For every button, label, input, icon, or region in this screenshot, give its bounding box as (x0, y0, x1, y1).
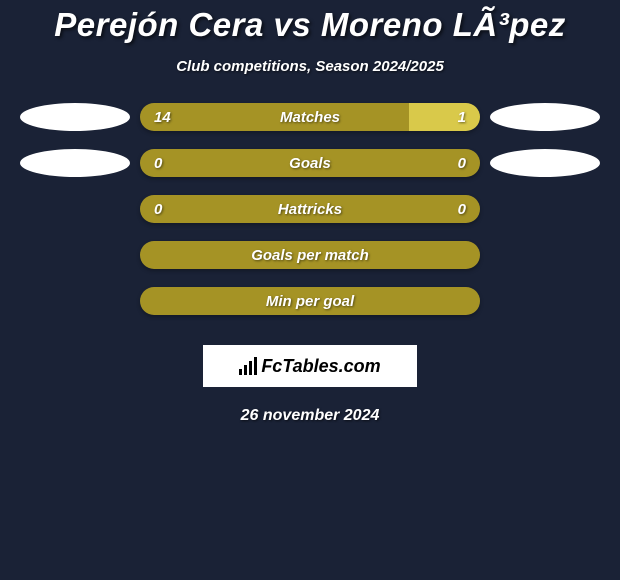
stat-row: 141Matches (0, 103, 620, 131)
player-left-oval (20, 103, 130, 131)
stat-name: Goals (140, 149, 480, 177)
player-left-oval (20, 149, 130, 177)
stat-name: Hattricks (140, 195, 480, 223)
stat-name: Matches (140, 103, 480, 131)
stat-row: 00Hattricks (0, 195, 620, 223)
player-right-oval (490, 149, 600, 177)
player-right-oval (490, 103, 600, 131)
stat-name: Min per goal (140, 287, 480, 315)
subtitle: Club competitions, Season 2024/2025 (0, 58, 620, 75)
comparison-infographic: Perejón Cera vs Moreno LÃ³pez Club compe… (0, 0, 620, 425)
date-label: 26 november 2024 (0, 407, 620, 425)
branding-badge: FcTables.com (203, 345, 417, 387)
stat-row: Min per goal (0, 287, 620, 315)
stat-bar: Min per goal (140, 287, 480, 315)
stat-bar: 00Hattricks (140, 195, 480, 223)
stats-area: 141Matches 00Goals 00Hattricks Goals per ma… (0, 103, 620, 315)
stat-row: Goals per match (0, 241, 620, 269)
bar-chart-icon (239, 357, 257, 375)
stat-bar: Goals per match (140, 241, 480, 269)
stat-name: Goals per match (140, 241, 480, 269)
stat-bar: 141Matches (140, 103, 480, 131)
stat-row: 00Goals (0, 149, 620, 177)
branding-text: FcTables.com (261, 356, 380, 377)
stat-bar: 00Goals (140, 149, 480, 177)
page-title: Perejón Cera vs Moreno LÃ³pez (0, 6, 620, 44)
